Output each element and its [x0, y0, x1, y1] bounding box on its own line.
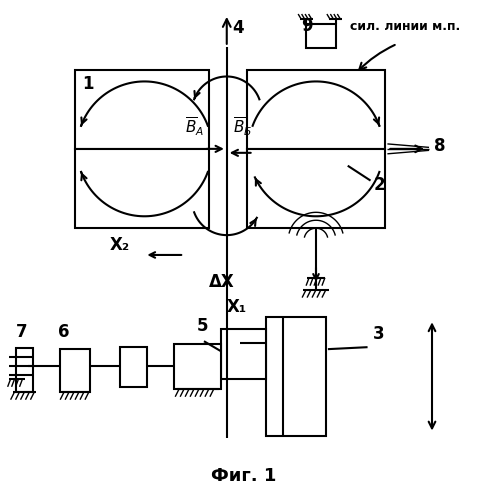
Text: $\overline{B}_A$: $\overline{B}_A$ [185, 115, 204, 138]
Text: 1: 1 [82, 75, 94, 93]
Bar [246, 149, 386, 228]
Text: 4: 4 [233, 19, 245, 37]
Bar [246, 69, 386, 149]
Text: 3: 3 [372, 325, 384, 343]
Text: 2: 2 [373, 176, 385, 194]
Bar [306, 24, 336, 48]
Bar [221, 329, 267, 379]
Bar [75, 69, 209, 149]
Bar [120, 347, 147, 387]
Text: 5: 5 [197, 317, 209, 335]
Bar [16, 348, 33, 392]
Text: 7: 7 [16, 323, 27, 341]
Text: 9: 9 [301, 17, 313, 35]
Bar [75, 149, 209, 228]
Bar [267, 317, 326, 437]
Bar [60, 349, 90, 392]
Text: ΔX: ΔX [209, 272, 235, 291]
Text: 6: 6 [58, 323, 70, 341]
Bar [174, 344, 221, 389]
Text: X₁: X₁ [227, 298, 247, 316]
Text: X₂: X₂ [110, 236, 130, 254]
Text: Фиг. 1: Фиг. 1 [211, 467, 276, 485]
Text: 8: 8 [434, 137, 445, 155]
Text: сил. линии м.п.: сил. линии м.п. [350, 20, 460, 33]
Text: $\overline{B}_Б$: $\overline{B}_Б$ [233, 115, 252, 138]
